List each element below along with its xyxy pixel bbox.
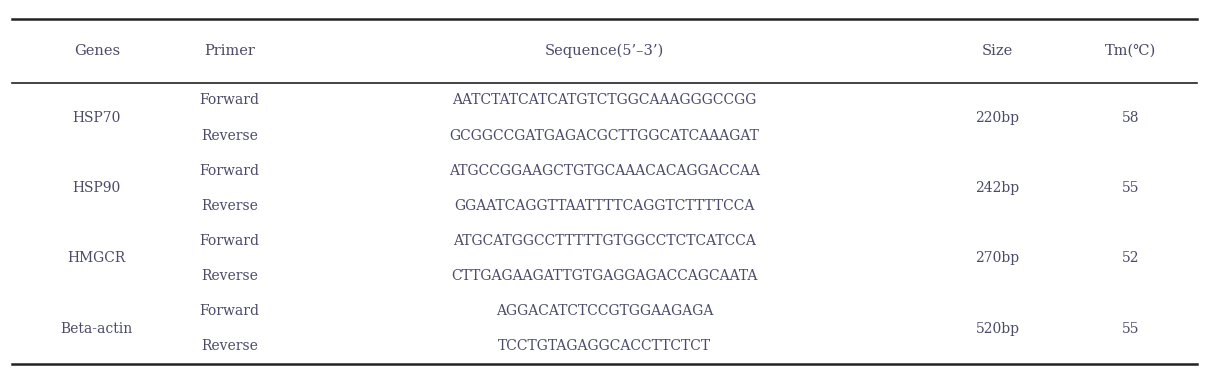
Text: HSP70: HSP70 (73, 111, 121, 125)
Text: 52: 52 (1122, 251, 1139, 265)
Text: Forward: Forward (199, 304, 260, 318)
Text: GGAATCAGGTTAATTTTCAGGTCTTTTCCA: GGAATCAGGTTAATTTTCAGGTCTTTTCCA (455, 199, 754, 213)
Text: 55: 55 (1122, 322, 1139, 336)
Text: 58: 58 (1122, 111, 1139, 125)
Text: Size: Size (982, 44, 1013, 58)
Text: 520bp: 520bp (976, 322, 1019, 336)
Text: Sequence(5’–3’): Sequence(5’–3’) (545, 44, 664, 58)
Text: Reverse: Reverse (201, 129, 259, 143)
Text: 220bp: 220bp (976, 111, 1019, 125)
Text: Beta-actin: Beta-actin (60, 322, 133, 336)
Text: TCCTGTAGAGGCACCTTCTCT: TCCTGTAGAGGCACCTTCTCT (498, 339, 711, 353)
Text: Tm(℃): Tm(℃) (1105, 44, 1156, 58)
Text: Reverse: Reverse (201, 199, 259, 213)
Text: CTTGAGAAGATTGTGAGGAGACCAGCAATA: CTTGAGAAGATTGTGAGGAGACCAGCAATA (451, 269, 758, 283)
Text: Reverse: Reverse (201, 339, 259, 353)
Text: Forward: Forward (199, 93, 260, 107)
Text: 55: 55 (1122, 181, 1139, 195)
Text: Reverse: Reverse (201, 269, 259, 283)
Text: Primer: Primer (204, 44, 255, 58)
Text: Forward: Forward (199, 234, 260, 248)
Text: ATGCATGGCCTTTTTGTGGCCTCTCATCCA: ATGCATGGCCTTTTTGTGGCCTCTCATCCA (453, 234, 756, 248)
Text: 242bp: 242bp (976, 181, 1019, 195)
Text: Genes: Genes (74, 44, 120, 58)
Text: ATGCCGGAAGCTGTGCAAACACAGGACCAA: ATGCCGGAAGCTGTGCAAACACAGGACCAA (449, 164, 760, 178)
Text: AGGACATCTCCGTGGAAGAGA: AGGACATCTCCGTGGAAGAGA (496, 304, 713, 318)
Text: 270bp: 270bp (976, 251, 1019, 265)
Text: HSP90: HSP90 (73, 181, 121, 195)
Text: AATCTATCATCATGTCTGGCAAAGGGCCGG: AATCTATCATCATGTCTGGCAAAGGGCCGG (452, 93, 757, 107)
Text: GCGGCCGATGAGACGCTTGGCATCAAAGAT: GCGGCCGATGAGACGCTTGGCATCAAAGAT (450, 129, 759, 143)
Text: Forward: Forward (199, 164, 260, 178)
Text: HMGCR: HMGCR (68, 251, 126, 265)
